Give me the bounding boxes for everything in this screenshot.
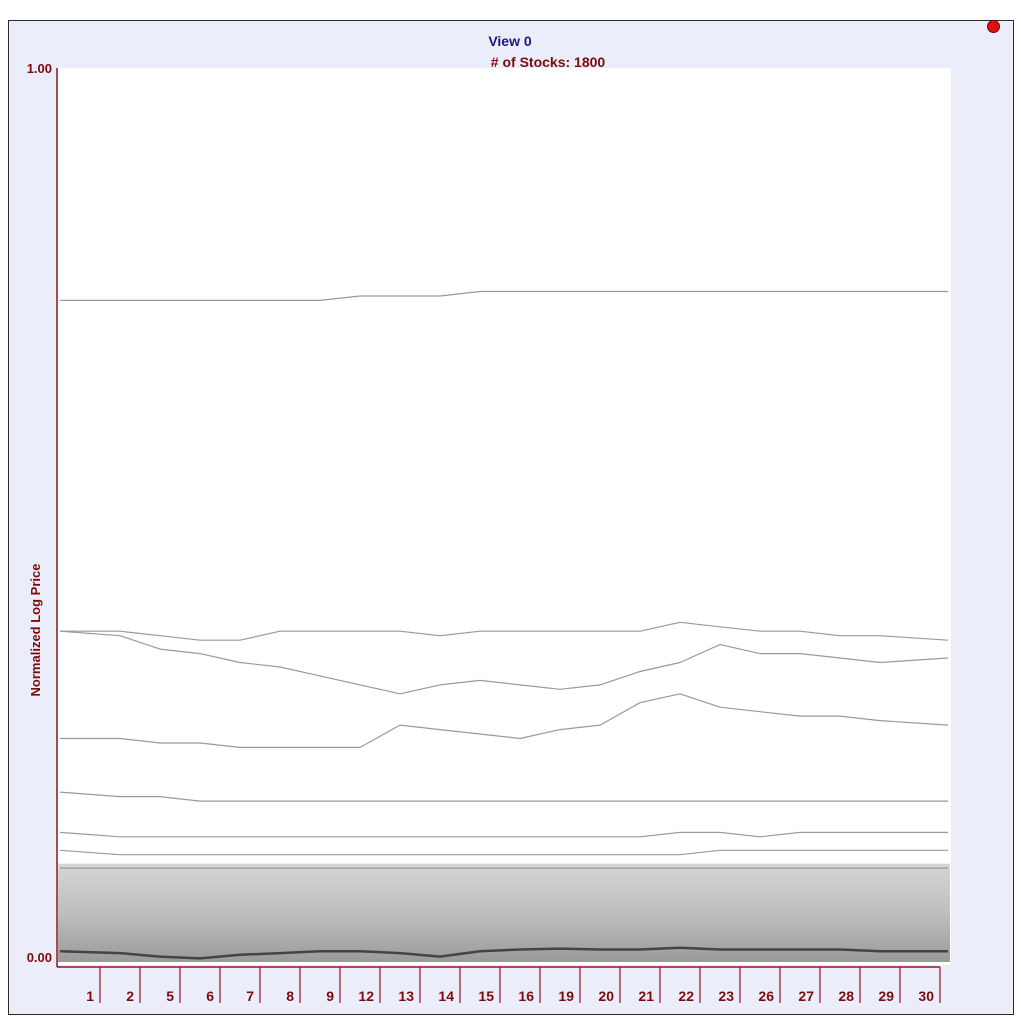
x-tick-label: 1 [86, 988, 94, 1004]
dense-price-band [58, 863, 950, 962]
status-indicator-icon[interactable] [987, 20, 1000, 33]
plot-area [58, 68, 951, 965]
series-line-1 [60, 290, 948, 301]
x-tick-label: 9 [326, 988, 334, 1004]
axes [56, 68, 940, 968]
x-tick-label: 26 [758, 988, 774, 1004]
x-tick-label: 12 [358, 988, 374, 1004]
x-tick-label: 2 [126, 988, 134, 1004]
y-tick-label-max: 1.00 [27, 61, 52, 76]
stock-count-label: # of Stocks: 1800 [491, 54, 606, 70]
x-tick-label: 21 [638, 988, 654, 1004]
x-tick-label: 13 [398, 988, 414, 1004]
series-line-9 [59, 946, 948, 960]
series-line-4 [60, 693, 949, 749]
x-tick-label: 30 [918, 988, 934, 1004]
y-axis-title: Normalized Log Price [28, 564, 43, 697]
view-title: View 0 [488, 33, 532, 49]
x-tick-label: 27 [798, 988, 814, 1004]
y-tick-label-min: 0.00 [27, 950, 52, 965]
series-line-5 [59, 791, 948, 802]
x-tick-label: 14 [438, 988, 454, 1004]
x-tick-label: 29 [878, 988, 894, 1004]
x-tick-label: 5 [166, 988, 174, 1004]
x-tick-label: 28 [838, 988, 854, 1004]
series-line-6 [59, 831, 948, 838]
x-tick-label: 22 [678, 988, 694, 1004]
x-axis-ticks: 1 2 5 6 7 8 9 12 13 14 15 16 19 20 21 22 23 26 27 28 29 30 [86, 967, 941, 1004]
x-tick-label: 20 [598, 988, 614, 1004]
series-line-3 [59, 630, 949, 695]
x-tick-label: 19 [558, 988, 574, 1004]
x-tick-label: 23 [718, 988, 734, 1004]
x-tick-label: 15 [478, 988, 494, 1004]
x-tick-label: 7 [246, 988, 254, 1004]
x-tick-label: 8 [286, 988, 294, 1004]
series-group [59, 290, 949, 960]
dense-band-area [58, 863, 950, 962]
series-line-7 [59, 849, 948, 856]
x-tick-label: 16 [518, 988, 534, 1004]
x-tick-label: 6 [206, 988, 214, 1004]
series-line-2 [60, 621, 949, 641]
